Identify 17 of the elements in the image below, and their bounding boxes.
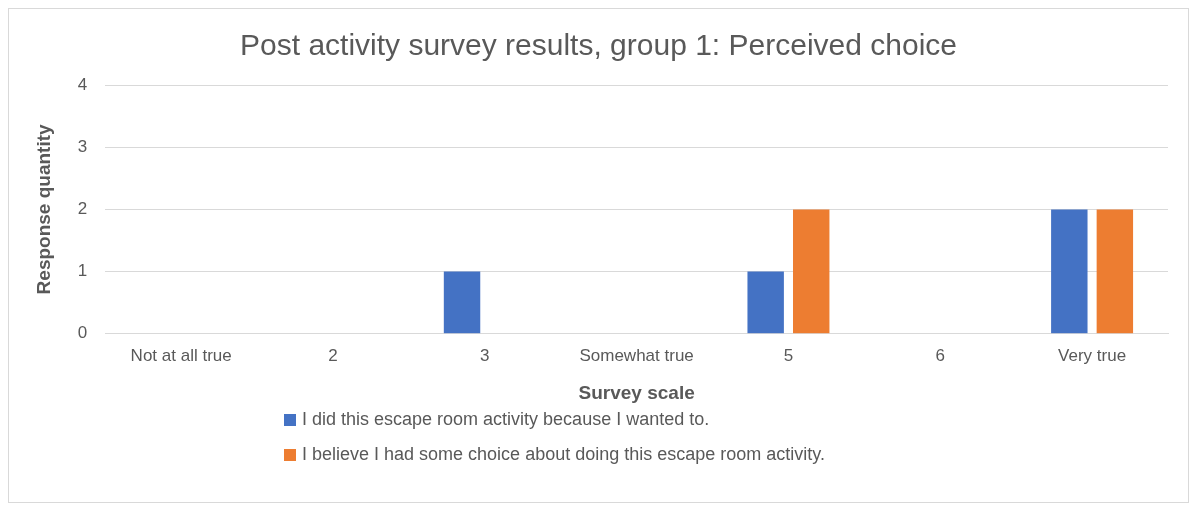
x-tick-label: 3 xyxy=(480,345,490,365)
y-axis-title: Response quantity xyxy=(32,123,54,295)
y-tick-label: 4 xyxy=(77,74,88,94)
y-tick-label: 0 xyxy=(77,323,88,343)
x-tick-label: 5 xyxy=(783,345,794,365)
legend-label: I believe I had some choice about doing this escape room activity. xyxy=(302,444,825,465)
legend-label: I did this escape room activity because I wanted to. xyxy=(302,409,710,430)
y-tick-label: 1 xyxy=(77,261,88,281)
y-tick-label: 3 xyxy=(77,136,88,156)
y-tick-label: 2 xyxy=(77,199,88,219)
x-tick-label: 2 xyxy=(328,345,338,365)
x-tick-label: 6 xyxy=(935,345,945,365)
x-tick-label: Somewhat true xyxy=(579,345,694,365)
x-tick-label: Very true xyxy=(1058,345,1127,365)
x-axis-title: Survey scale xyxy=(578,381,695,403)
chart-title: Post activity survey results, group 1: Perceived choice xyxy=(240,28,957,62)
x-tick-label: Not at all true xyxy=(130,345,232,365)
